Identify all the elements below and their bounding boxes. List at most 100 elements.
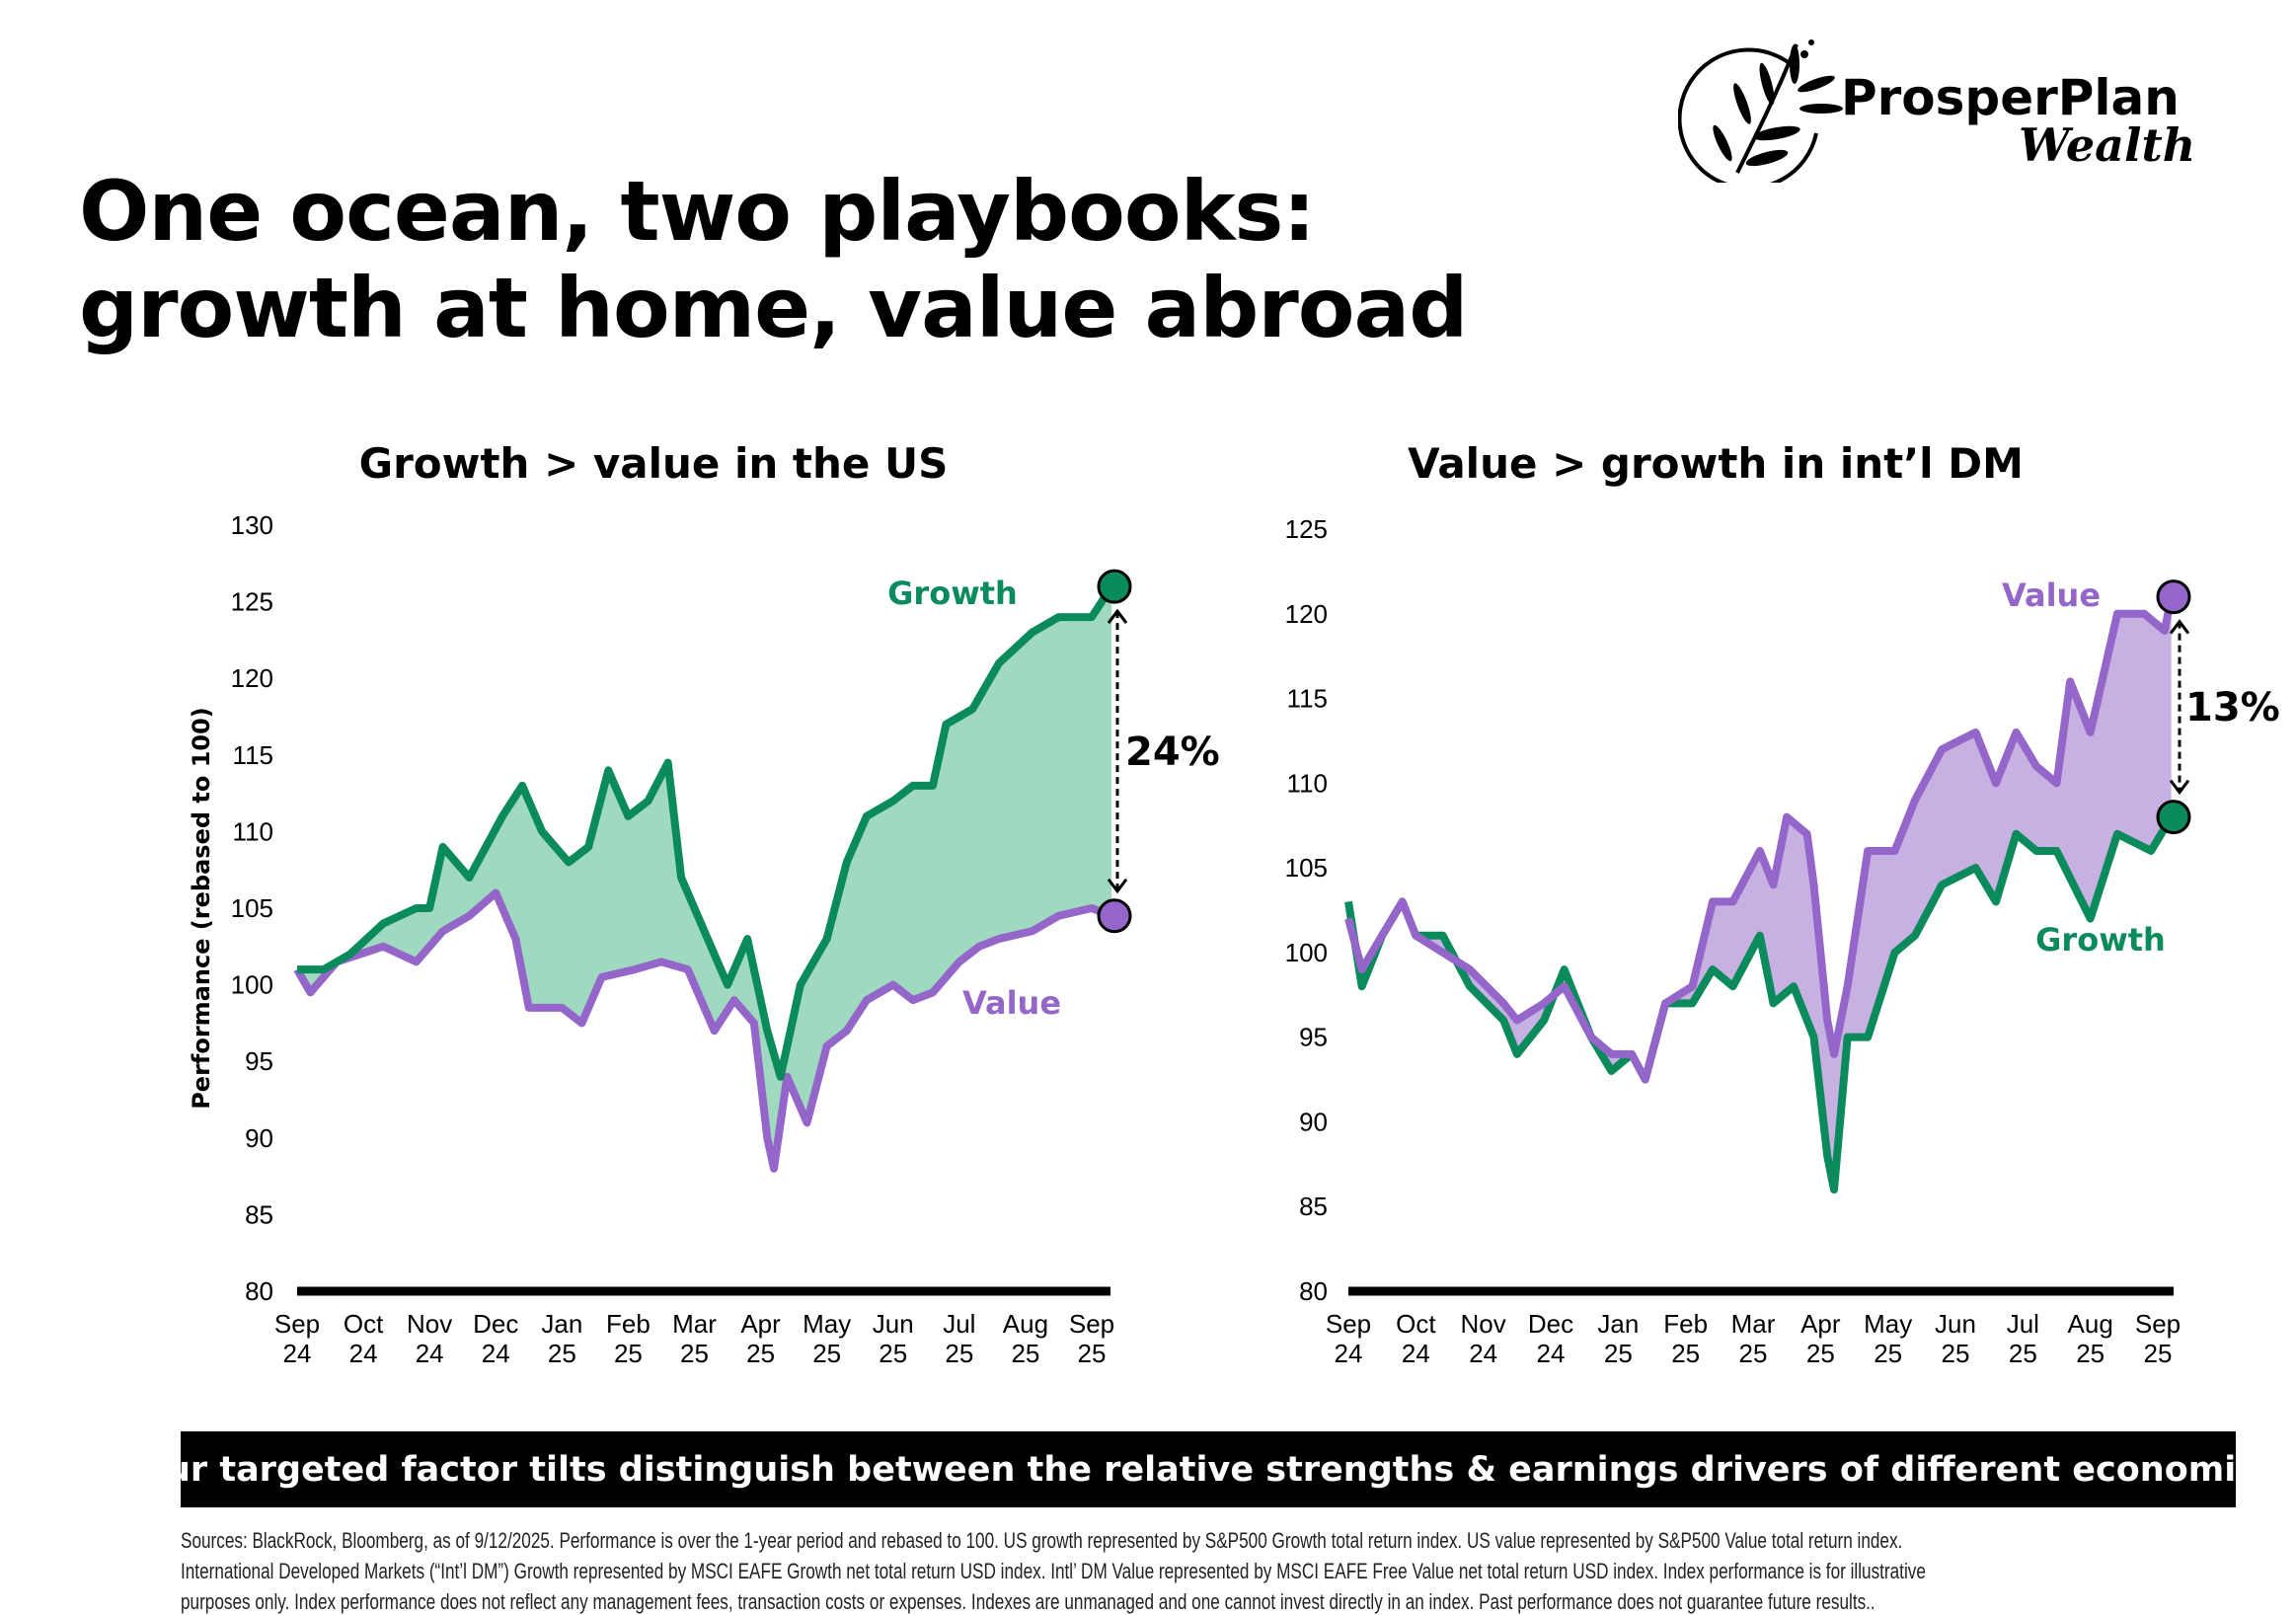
x-tick-month: Nov <box>407 1309 452 1339</box>
x-tick-year: 25 <box>1942 1339 1970 1368</box>
arrow-head-up-icon <box>1107 608 1128 624</box>
x-tick-year: 24 <box>482 1339 510 1368</box>
y-tick-label: 80 <box>1299 1276 1328 1306</box>
x-tick-month: Sep <box>1326 1309 1371 1339</box>
leaf-logo-icon <box>1678 39 1843 183</box>
y-tick-label: 125 <box>231 587 273 617</box>
chart-title-intl: Value > growth in int’l DM <box>1408 439 2024 488</box>
end-marker-value <box>2156 579 2191 615</box>
y-tick-label: 100 <box>231 970 273 1000</box>
x-tick-month: Aug <box>2068 1309 2113 1339</box>
x-tick-month: Feb <box>1663 1309 1708 1339</box>
arrow-head-down-icon <box>2169 779 2190 796</box>
x-tick-year: 25 <box>1078 1339 1107 1368</box>
logo-name: ProsperPlan <box>1841 69 2180 126</box>
logo: ProsperPlan Wealth <box>1678 25 2195 183</box>
x-tick-year: 24 <box>283 1339 312 1368</box>
y-tick-label: 85 <box>245 1199 273 1229</box>
x-tick-year: 25 <box>1011 1339 1039 1368</box>
x-tick-year: 24 <box>416 1339 444 1368</box>
y-tick-label: 120 <box>1285 599 1328 629</box>
x-tick-month: Apr <box>740 1309 781 1339</box>
x-tick-month: Mar <box>1731 1309 1776 1339</box>
x-tick-year: 25 <box>680 1339 709 1368</box>
series-line-value <box>1344 595 2176 1084</box>
y-tick-label: 100 <box>1285 938 1328 967</box>
x-tick-month: Apr <box>1800 1309 1841 1339</box>
x-tick-month: Sep <box>1069 1309 1114 1339</box>
y-tick-label: 90 <box>245 1123 273 1153</box>
x-tick-month: Aug <box>1003 1309 1048 1339</box>
y-tick-label: 85 <box>1299 1192 1328 1221</box>
end-marker-growth <box>2156 800 2191 835</box>
y-tick-label: 115 <box>233 740 273 770</box>
y-tick-label: 120 <box>231 663 273 693</box>
title-line-2: growth at home, value abroad <box>79 260 1468 356</box>
spread-annotation: 13% <box>2185 685 2280 731</box>
spread-fill-area <box>297 586 1112 1169</box>
x-tick-year: 24 <box>349 1339 378 1368</box>
x-tick-year: 25 <box>2009 1339 2037 1368</box>
x-tick-year: 24 <box>1537 1339 1566 1368</box>
series-label-value: Value <box>962 984 1061 1022</box>
arrow-head-down-icon <box>1107 878 1128 894</box>
x-tick-month: Feb <box>606 1309 651 1339</box>
charts-canvas: 80859095100105110115120125130Sep24Oct24N… <box>188 510 2280 1368</box>
end-marker-value <box>1097 898 1132 934</box>
series-label-growth: Growth <box>887 575 1018 612</box>
spread-annotation: 24% <box>1125 730 1220 775</box>
x-tick-month: Jul <box>943 1309 975 1339</box>
x-tick-month: Jan <box>541 1309 582 1339</box>
x-tick-month: May <box>803 1309 851 1339</box>
y-tick-label: 115 <box>1287 684 1328 714</box>
x-tick-year: 25 <box>746 1339 775 1368</box>
y-tick-label: 130 <box>231 510 273 540</box>
x-tick-month: Jan <box>1597 1309 1639 1339</box>
x-tick-year: 25 <box>614 1339 643 1368</box>
x-tick-year: 25 <box>2076 1339 2105 1368</box>
x-tick-year: 25 <box>812 1339 841 1368</box>
x-tick-month: Jun <box>1935 1309 1976 1339</box>
logo-subtitle: Wealth <box>2019 118 2196 172</box>
x-tick-month: Sep <box>2135 1309 2181 1339</box>
banner: Our targeted factor tilts distinguish be… <box>136 1431 2280 1507</box>
arrow-head-up-icon <box>2169 619 2190 635</box>
x-tick-year: 25 <box>1739 1339 1768 1368</box>
y-tick-label: 95 <box>245 1046 273 1076</box>
x-tick-year: 25 <box>1671 1339 1700 1368</box>
x-tick-month: Jun <box>873 1309 914 1339</box>
y-tick-label: 105 <box>231 893 273 923</box>
series-line-value <box>293 888 1113 1173</box>
x-tick-month: Dec <box>473 1309 518 1339</box>
end-marker-growth <box>1097 569 1132 604</box>
x-tick-year: 24 <box>1335 1339 1363 1368</box>
y-tick-label: 110 <box>233 816 273 846</box>
x-tick-year: 24 <box>1402 1339 1430 1368</box>
x-tick-month: May <box>1864 1309 1912 1339</box>
footnote-line-1: Sources: BlackRock, Bloomberg, as of 9/1… <box>181 1528 1903 1553</box>
chart-title-us: Growth > value in the US <box>358 439 949 488</box>
x-tick-month: Mar <box>672 1309 717 1339</box>
x-tick-month: Oct <box>1396 1309 1436 1339</box>
series-line-growth <box>1344 814 2176 1194</box>
y-tick-label: 110 <box>1287 768 1328 798</box>
y-tick-label: 125 <box>1285 514 1328 544</box>
footnote-line-3: purposes only. Index performance does no… <box>181 1589 1875 1614</box>
x-tick-month: Nov <box>1461 1309 1506 1339</box>
x-tick-year: 25 <box>879 1339 907 1368</box>
x-tick-year: 25 <box>945 1339 973 1368</box>
x-tick-year: 25 <box>548 1339 576 1368</box>
spread-fill-area <box>1348 596 2172 1191</box>
y-tick-label: 80 <box>245 1276 273 1306</box>
x-tick-year: 25 <box>1874 1339 1902 1368</box>
series-label-growth: Growth <box>2035 921 2166 959</box>
title-line-1: One ocean, two playbooks: <box>79 163 1316 260</box>
x-tick-month: Sep <box>274 1309 320 1339</box>
x-tick-year: 25 <box>1806 1339 1835 1368</box>
x-tick-month: Dec <box>1528 1309 1573 1339</box>
series-label-value: Value <box>2002 577 2101 614</box>
x-tick-year: 25 <box>1604 1339 1633 1368</box>
x-tick-month: Oct <box>344 1309 384 1339</box>
x-tick-year: 24 <box>1469 1339 1497 1368</box>
x-tick-month: Jul <box>2007 1309 2039 1339</box>
